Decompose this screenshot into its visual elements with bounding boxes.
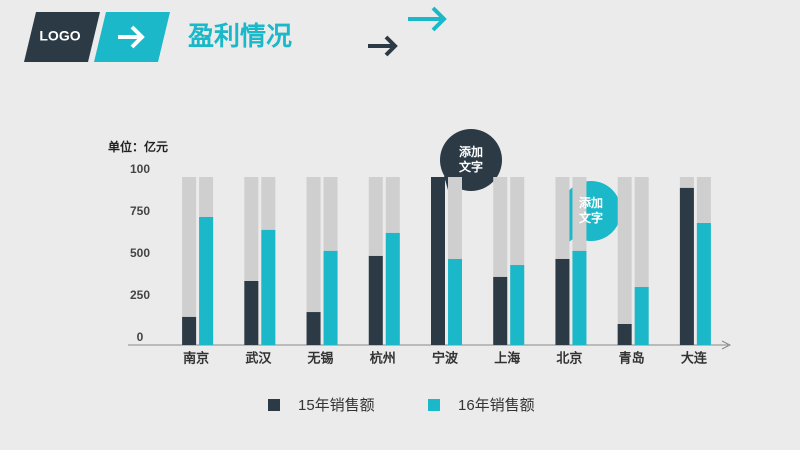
bar [679, 187, 694, 345]
y-tick-label: 250 [130, 288, 150, 302]
bar [617, 324, 632, 345]
x-tick-label: 大连 [681, 350, 708, 365]
x-tick-label: 杭州 [370, 350, 396, 365]
legend-swatch [268, 399, 280, 411]
callout-text: 添加文字 [578, 196, 603, 225]
callout-text: 添加文字 [458, 145, 483, 174]
x-tick-label: 上海 [494, 350, 520, 365]
x-tick-label: 武汉 [245, 350, 272, 365]
x-tick-label: 宁波 [432, 350, 459, 365]
arrow-icon [118, 25, 145, 49]
bar [323, 250, 338, 345]
y-tick-label: 500 [130, 246, 150, 260]
bar [261, 229, 276, 345]
x-tick-label: 北京 [556, 350, 582, 365]
y-tick-label: 750 [130, 204, 150, 218]
bar [572, 250, 587, 345]
bar [306, 312, 321, 345]
y-tick-label: 0 [137, 330, 144, 344]
y-axis-label: 单位：亿元 [108, 139, 168, 154]
legend-swatch [428, 399, 440, 411]
callout [440, 129, 502, 191]
bar [448, 258, 462, 345]
title: 盈利情况 [187, 21, 292, 51]
bar [634, 287, 649, 345]
bar [431, 177, 445, 345]
bar [385, 232, 400, 345]
legend-label: 16年销售额 [458, 397, 535, 414]
bar [182, 316, 197, 345]
bar [696, 223, 711, 345]
bar [368, 255, 383, 345]
x-tick-label: 青岛 [619, 350, 645, 365]
deco-arrow [408, 6, 447, 32]
logo: LOGO [39, 28, 80, 44]
bar [199, 216, 214, 345]
axis-arrow [721, 340, 732, 350]
x-tick-label: 无锡 [307, 350, 334, 365]
bar-background [617, 177, 632, 345]
x-tick-label: 南京 [183, 350, 209, 365]
deco-arrow [368, 35, 398, 57]
legend-label: 15年销售额 [298, 397, 375, 414]
logo-box [24, 12, 100, 62]
bar [555, 258, 570, 345]
bar [510, 265, 525, 345]
y-tick-label: 100 [130, 162, 150, 176]
bar [493, 276, 508, 345]
bar-background [182, 177, 197, 345]
bar [244, 280, 259, 345]
bar-background [306, 177, 321, 345]
